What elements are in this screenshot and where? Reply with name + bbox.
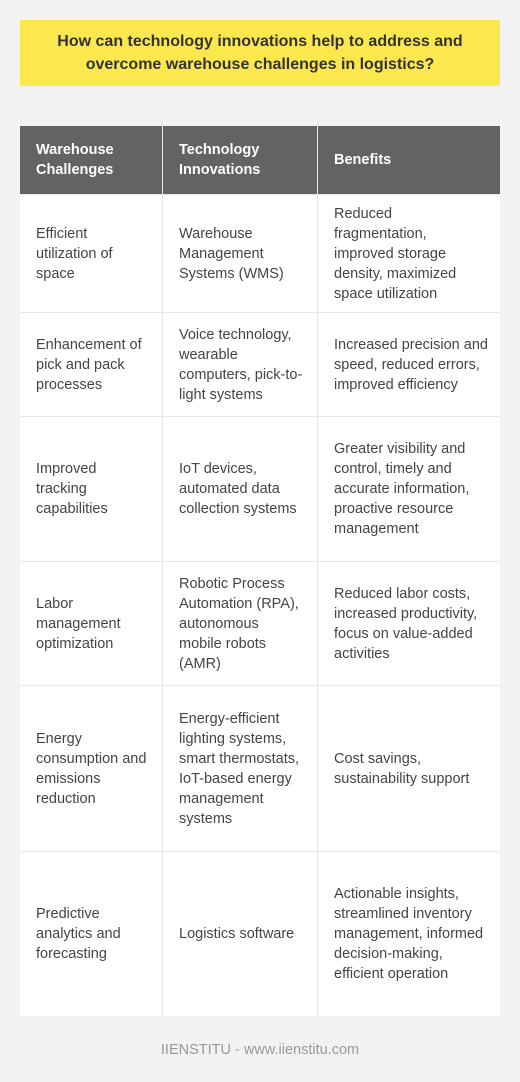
table-cell-innovation: IoT devices, automated data collection s…: [163, 417, 317, 561]
table-cell-innovation: Robotic Process Automation (RPA), autono…: [163, 562, 317, 685]
table-cell-benefit: Increased precision and speed, reduced e…: [318, 313, 500, 416]
footer-credit: IIENSTITU - www.iienstitu.com: [160, 1042, 360, 1058]
cell-text: Logistics software: [179, 926, 295, 942]
table-cell-challenge: Efficient utilization of space: [20, 195, 162, 312]
header-cell-challenges: Warehouse Challenges: [20, 126, 162, 194]
cell-text: Enhancement of pick and pack processes: [36, 336, 142, 393]
challenges-table: Warehouse Challenges Technology Innovati…: [20, 126, 500, 1016]
cell-text: Reduced fragmentation, improved storage …: [334, 205, 457, 302]
table-cell-benefit: Actionable insights, streamlined invento…: [318, 852, 500, 1016]
cell-text: Energy consumption and emissions reducti…: [36, 730, 147, 807]
table-cell-benefit: Cost savings, sustainability support: [318, 686, 500, 851]
table-cell-benefit: Reduced fragmentation, improved storage …: [318, 195, 500, 312]
cell-text: Voice technology, wearable computers, pi…: [179, 326, 303, 403]
table-cell-innovation: Warehouse Management Systems (WMS): [163, 195, 317, 312]
cell-text: Energy-efficient lighting systems, smart…: [179, 710, 300, 827]
cell-text: Robotic Process Automation (RPA), autono…: [179, 575, 299, 672]
table-cell-challenge: Energy consumption and emissions reducti…: [20, 686, 162, 851]
table-cell-challenge: Improved tracking capabilities: [20, 417, 162, 561]
table-cell-challenge: Labor management optimization: [20, 562, 162, 685]
cell-text: Greater visibility and control, timely a…: [334, 441, 470, 537]
table-cell-challenge: Enhancement of pick and pack processes: [20, 313, 162, 416]
cell-text: Predictive analytics and forecasting: [36, 906, 121, 962]
cell-text: Actionable insights, streamlined invento…: [334, 886, 484, 982]
cell-text: Reduced labor costs, increased productiv…: [334, 585, 478, 662]
cell-text: Increased precision and speed, reduced e…: [334, 336, 488, 393]
cell-text: Efficient utilization of space: [36, 225, 113, 282]
title-banner: How can technology innovations help to a…: [20, 20, 500, 86]
header-label: Warehouse Challenges: [36, 142, 114, 178]
table-cell-benefit: Greater visibility and control, timely a…: [318, 417, 500, 561]
table-cell-innovation: Voice technology, wearable computers, pi…: [163, 313, 317, 416]
header-label: Benefits: [334, 152, 392, 168]
cell-text: Cost savings, sustainability support: [334, 750, 470, 787]
cell-text: Warehouse Management Systems (WMS): [179, 225, 284, 282]
header-cell-benefits: Benefits: [318, 126, 500, 194]
header-label: Technology Innovations: [179, 142, 261, 178]
table-cell-innovation: Energy-efficient lighting systems, smart…: [163, 686, 317, 851]
page-title: How can technology innovations help to a…: [57, 33, 463, 73]
table-cell-challenge: Predictive analytics and forecasting: [20, 852, 162, 1016]
table-cell-benefit: Reduced labor costs, increased productiv…: [318, 562, 500, 685]
table-cell-innovation: Logistics software: [163, 852, 317, 1016]
cell-text: Labor management optimization: [36, 595, 121, 652]
cell-text: IoT devices, automated data collection s…: [179, 461, 297, 517]
header-cell-innovations: Technology Innovations: [163, 126, 317, 194]
cell-text: Improved tracking capabilities: [36, 461, 108, 517]
